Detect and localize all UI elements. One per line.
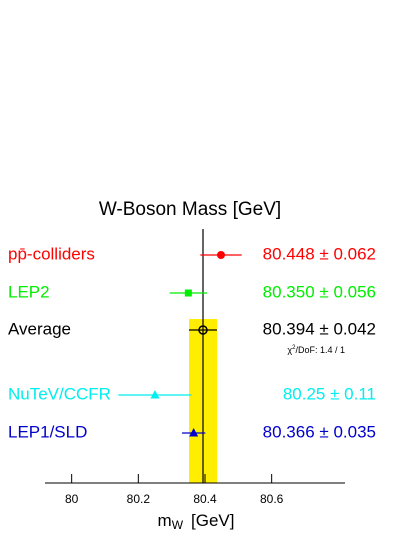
point [189, 428, 199, 437]
chi2-annotation: χ2/DoF: 1.4 / 1 [287, 345, 345, 356]
series-name: NuTeV/CCFR [8, 384, 111, 403]
point [198, 325, 208, 335]
series-name: pp̄-colliders [8, 244, 95, 263]
x-axis-label: mW [GeV] [158, 511, 235, 532]
chi2-post: /DoF: 1.4 / 1 [295, 345, 345, 355]
point [217, 251, 225, 259]
value-label: 80.448 ± 0.062 [263, 244, 376, 263]
x-tick-label: 80.6 [260, 492, 284, 506]
point [150, 390, 160, 399]
chi2-sup: 2 [292, 345, 296, 351]
x-label-sub: W [172, 518, 184, 532]
chart-title: W-Boson Mass [GeV] [99, 199, 281, 220]
series-name: Average [8, 319, 71, 338]
x-tick-label: 80 [65, 492, 79, 506]
series-name: LEP2 [8, 282, 50, 301]
x-label-unit: [GeV] [191, 511, 234, 530]
value-label: 80.394 ± 0.042 [263, 319, 376, 338]
x-tick-label: 80.2 [127, 492, 151, 506]
value-label: 80.366 ± 0.035 [263, 422, 376, 441]
value-label: 80.350 ± 0.056 [263, 282, 376, 301]
point [184, 289, 192, 297]
x-label-main: m [158, 511, 172, 530]
series-name: LEP1/SLD [8, 422, 87, 441]
chi2-pre: χ [287, 345, 292, 355]
x-tick-label: 80.4 [193, 492, 217, 506]
value-label: 80.25 ± 0.11 [283, 384, 376, 403]
